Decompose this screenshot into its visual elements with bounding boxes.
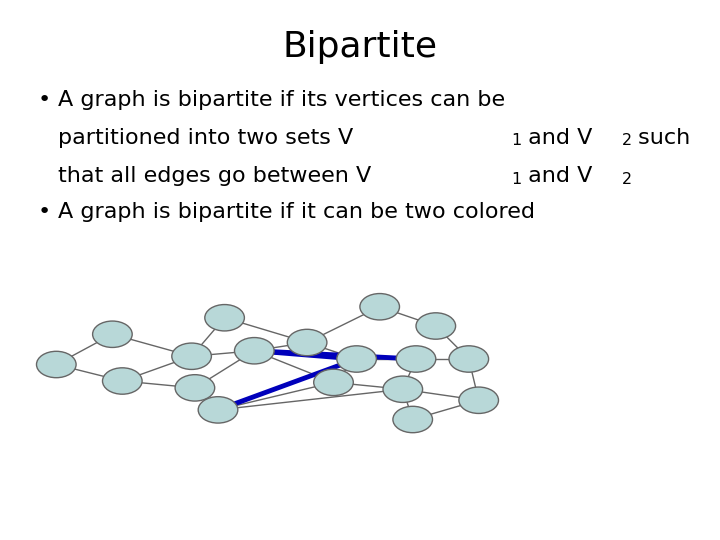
- Text: 1: 1: [512, 133, 522, 148]
- Text: •: •: [38, 90, 51, 110]
- Ellipse shape: [337, 346, 377, 372]
- Ellipse shape: [416, 313, 456, 339]
- Ellipse shape: [314, 369, 354, 396]
- Ellipse shape: [172, 343, 212, 369]
- Ellipse shape: [175, 375, 215, 401]
- Text: A graph is bipartite if its vertices can be: A graph is bipartite if its vertices can…: [58, 90, 505, 110]
- Ellipse shape: [396, 346, 436, 372]
- Ellipse shape: [235, 338, 274, 364]
- Ellipse shape: [93, 321, 132, 347]
- Ellipse shape: [383, 376, 423, 402]
- Text: A graph is bipartite if it can be two colored: A graph is bipartite if it can be two co…: [58, 202, 535, 222]
- Text: 2: 2: [622, 133, 632, 148]
- Ellipse shape: [459, 387, 498, 414]
- Ellipse shape: [37, 352, 76, 377]
- Text: •: •: [38, 202, 51, 222]
- Ellipse shape: [449, 346, 489, 372]
- Ellipse shape: [393, 406, 433, 433]
- Text: Bipartite: Bipartite: [282, 30, 438, 64]
- Text: 2: 2: [622, 172, 632, 186]
- Ellipse shape: [287, 329, 327, 356]
- Ellipse shape: [204, 305, 244, 331]
- Ellipse shape: [360, 294, 400, 320]
- Text: and V: and V: [521, 166, 593, 186]
- Ellipse shape: [102, 368, 142, 394]
- Text: partitioned into two sets V: partitioned into two sets V: [58, 128, 354, 148]
- Text: 1: 1: [512, 172, 522, 186]
- Text: that all edges go between V: that all edges go between V: [58, 166, 372, 186]
- Ellipse shape: [198, 397, 238, 423]
- Text: such: such: [631, 128, 690, 148]
- Text: and V: and V: [521, 128, 593, 148]
